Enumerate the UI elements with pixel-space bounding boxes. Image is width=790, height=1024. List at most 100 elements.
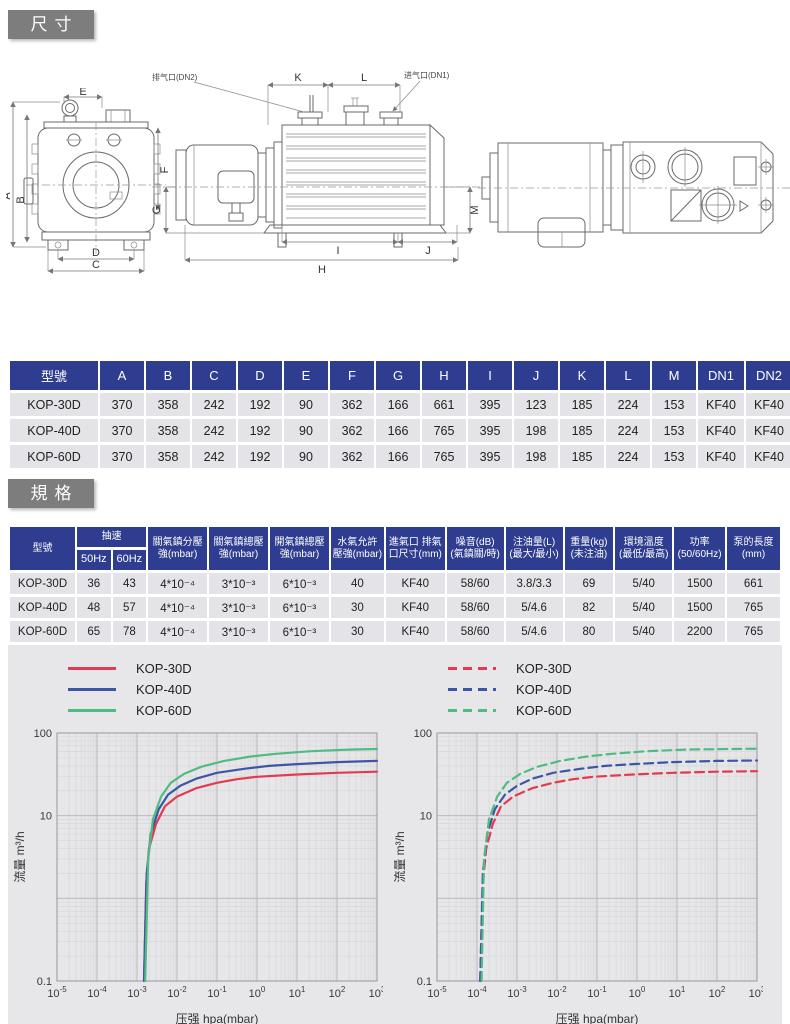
dimension-table: 型號 A B C D E F G H I J K L M DN1 DN2 KOP… — [8, 358, 790, 471]
legend-line-sample — [68, 709, 116, 712]
x-tick-label: 101 — [289, 985, 306, 1000]
value-cell: 69 — [564, 573, 614, 594]
x-tick-label: 103 — [749, 985, 763, 1000]
legend-line-sample — [68, 667, 116, 670]
legend-label: KOP-40D — [136, 682, 192, 697]
header-line: (未注油) — [570, 548, 608, 560]
value-cell: 40 — [330, 573, 384, 594]
spec-table: 型號 抽速 關氣鎮分壓 強(mbar) 關氣鎮總壓 強(mbar) 開氣鎮總壓 強(m… — [8, 524, 782, 645]
value-cell: KF40 — [746, 393, 790, 416]
top-motor — [481, 142, 624, 248]
x-axis-label: 压强 hpa(mbar) — [176, 1012, 259, 1024]
header-line: 環境溫度 — [623, 536, 664, 548]
column-header: 環境溫度 (最低/最高) — [615, 527, 673, 570]
value-cell: 90 — [284, 393, 328, 416]
x-tick-label: 102 — [329, 985, 346, 1000]
legend-label: KOP-30D — [516, 661, 572, 676]
value-cell: KF40 — [385, 573, 445, 594]
y-tick-label: 10 — [40, 811, 52, 823]
dim-label-a: A — [6, 192, 13, 200]
value-cell: KF40 — [385, 621, 445, 642]
column-header: 噪音(dB) (氣鎮關/時) — [446, 527, 504, 570]
value-cell: 242 — [192, 419, 236, 442]
charts-panel: KOP-30D KOP-40D KOP-60D 100 10 0.1 10-5 10-4 10-… — [8, 645, 782, 1024]
legend-line-sample — [448, 688, 496, 691]
x-tick-label: 10-4 — [467, 985, 487, 1000]
value-cell: 765 — [422, 445, 466, 468]
x-tick-label: 103 — [369, 985, 383, 1000]
value-cell: 358 — [146, 445, 190, 468]
column-header: L — [606, 361, 650, 390]
value-cell: KF40 — [385, 597, 445, 618]
value-cell: 153 — [652, 419, 696, 442]
x-tick-label: 10-1 — [587, 985, 607, 1000]
x-tick-label: 100 — [249, 985, 266, 1000]
value-cell: 198 — [514, 419, 558, 442]
legend-item: KOP-30D — [68, 658, 383, 679]
value-cell: KF40 — [746, 419, 790, 442]
y-tick-label: 100 — [414, 728, 432, 740]
value-cell: 395 — [468, 393, 512, 416]
legend-label: KOP-60D — [516, 703, 572, 718]
value-cell: 358 — [146, 419, 190, 442]
chart-svg: 100 10 0.110-5 10-4 10-3 10-2 10-1 100 101 102 103… — [13, 728, 383, 1024]
pumping-speed-chart-solid: KOP-30D KOP-40D KOP-60D 100 10 0.1 10-5 10-4 10-… — [11, 645, 383, 1024]
header-line: 壓強(mbar) — [332, 548, 383, 560]
minor-gridlines — [437, 733, 757, 981]
column-header: D — [238, 361, 282, 390]
value-cell: 362 — [330, 445, 374, 468]
header-line: (最低/最高) — [619, 548, 669, 560]
value-cell: 224 — [606, 393, 650, 416]
table-row: KOP-40D 370 358 242 192 90 362 166 765 395 198 185 2… — [10, 419, 790, 442]
value-cell: 57 — [112, 597, 147, 618]
dim-label-k: K — [294, 72, 302, 84]
value-cell: 123 — [514, 393, 558, 416]
side-view-svg: K L G M I J H — [152, 70, 482, 276]
table-row: KOP-30D 36 43 4*10⁻⁴ 3*10⁻³ 6*10⁻³ 40 KF40 58/60… — [10, 573, 780, 594]
header-line: 強(mbar) — [218, 548, 259, 560]
legend-label: KOP-40D — [516, 682, 572, 697]
chart-legend: KOP-30D KOP-40D KOP-60D — [68, 658, 383, 721]
legend-item: KOP-30D — [448, 658, 763, 679]
table-row: KOP-30D 370 358 242 192 90 362 166 661 395 123 185 2… — [10, 393, 790, 416]
x-tick-label: 10-2 — [167, 985, 187, 1000]
column-header: 注油量(L) (最大/最小) — [505, 527, 563, 570]
value-cell: 661 — [727, 573, 780, 594]
x-tick-label: 101 — [669, 985, 686, 1000]
major-gridlines — [56, 732, 378, 982]
intake-port-label: 进气口(DN1) — [404, 70, 450, 80]
port-labels: 排气口(DN2) 进气口(DN1) — [152, 70, 450, 113]
value-cell: 370 — [100, 419, 144, 442]
dim-label-l: L — [361, 72, 367, 84]
column-header: 關氣鎮總壓 強(mbar) — [209, 527, 268, 570]
column-header: 進氣口 排氣 口尺寸(mm) — [385, 527, 445, 570]
section-title-specs: 規格 — [8, 479, 94, 508]
value-cell: 3*10⁻³ — [209, 597, 268, 618]
front-dimensions: A B E F D C — [6, 88, 171, 274]
column-header-50hz: 50Hz — [77, 550, 111, 570]
value-cell: 661 — [422, 393, 466, 416]
column-header: H — [422, 361, 466, 390]
value-cell: 5/40 — [615, 597, 673, 618]
series-KOP-40D — [479, 759, 759, 983]
header-line: 進氣口 排氣 — [388, 536, 442, 548]
column-header: 水氣允許 壓強(mbar) — [330, 527, 384, 570]
header-line: (50/60Hz) — [677, 548, 722, 560]
model-cell: KOP-30D — [10, 573, 76, 594]
value-cell: 3.8/3.3 — [505, 573, 563, 594]
value-cell: 192 — [238, 393, 282, 416]
value-cell: 166 — [376, 393, 420, 416]
value-cell: 82 — [564, 597, 614, 618]
value-cell: 395 — [468, 419, 512, 442]
legend-item: KOP-60D — [68, 700, 383, 721]
y-tick-label: 100 — [34, 728, 52, 740]
model-cell: KOP-40D — [10, 419, 98, 442]
top-view-drawing — [478, 105, 790, 275]
header-line: (氣鎮關/時) — [450, 548, 500, 560]
header-line: 泵的長度 — [733, 536, 774, 548]
value-cell: 765 — [727, 621, 780, 642]
header-line: 強(mbar) — [279, 548, 320, 560]
x-tick-label: 10-5 — [427, 985, 447, 1000]
series-KOP-30D — [479, 770, 759, 983]
header-line: 口尺寸(mm) — [388, 548, 442, 560]
